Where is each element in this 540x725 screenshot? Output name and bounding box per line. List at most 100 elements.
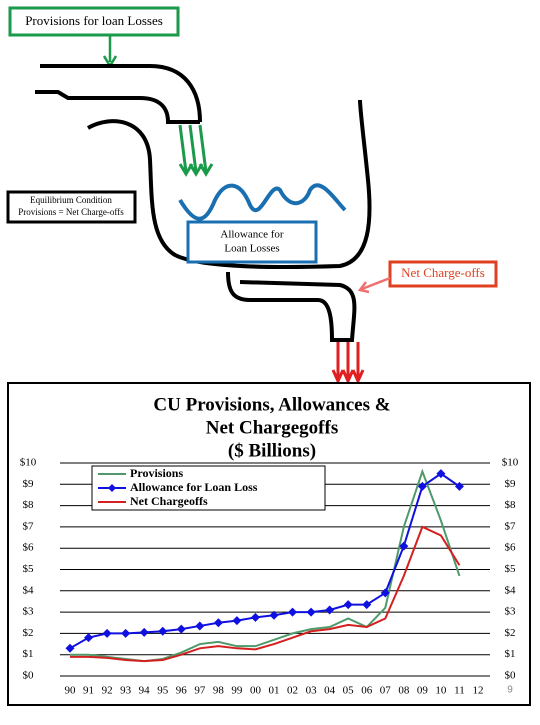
x-tick-label: 95 bbox=[157, 685, 169, 697]
point-marker bbox=[288, 607, 298, 617]
point-marker bbox=[121, 628, 131, 638]
chart-frame bbox=[7, 382, 531, 706]
y2-tick-label: $3 bbox=[505, 606, 517, 618]
drain bbox=[226, 271, 357, 342]
point-marker bbox=[325, 605, 335, 615]
y2-tick-label: $2 bbox=[505, 627, 516, 639]
point-marker bbox=[158, 626, 168, 636]
y-tick-label: $6 bbox=[23, 542, 35, 554]
charge-offs-label: Net Charge-offs bbox=[401, 265, 485, 280]
y2-tick-label: $8 bbox=[505, 499, 517, 511]
y2-tick-label: $1 bbox=[505, 648, 516, 660]
chart-title: ($ Billions) bbox=[228, 440, 316, 461]
point-marker bbox=[362, 600, 372, 610]
chart: CU Provisions, Allowances &Net Chargegof… bbox=[20, 394, 519, 696]
point-marker bbox=[380, 588, 390, 598]
series-line bbox=[70, 525, 461, 663]
point-marker bbox=[232, 616, 242, 626]
faucet bbox=[35, 90, 200, 124]
x-tick-label: 02 bbox=[287, 685, 298, 697]
legend-label: Allowance for Loan Loss bbox=[130, 480, 258, 494]
point-marker bbox=[306, 607, 316, 617]
y2-tick-label: $0 bbox=[505, 670, 517, 682]
legend-marker bbox=[108, 484, 116, 492]
x-tick-label: 06 bbox=[361, 685, 373, 697]
x-tick-label: 94 bbox=[139, 685, 151, 697]
x-tick-label: 93 bbox=[120, 685, 132, 697]
legend-label: Provisions bbox=[130, 466, 183, 480]
arrow bbox=[102, 36, 118, 69]
provisions-box bbox=[8, 6, 180, 37]
point-marker bbox=[436, 469, 446, 479]
point-marker bbox=[195, 621, 205, 631]
allowance-text: Loan Losses bbox=[224, 243, 279, 255]
chart-title: Net Chargegoffs bbox=[206, 417, 338, 438]
charge-offs-box bbox=[388, 260, 498, 288]
x-tick-label: 00 bbox=[250, 685, 262, 697]
legend-box bbox=[91, 465, 326, 511]
x-tick-label: 10 bbox=[435, 685, 447, 697]
tub bbox=[86, 99, 372, 269]
point-marker bbox=[454, 481, 464, 491]
x-tick-label: 08 bbox=[398, 685, 410, 697]
x-tick-label: 05 bbox=[343, 685, 355, 697]
x-tick-label: 09 bbox=[417, 685, 429, 697]
allowance-text: Allowance for bbox=[220, 229, 284, 241]
x-tick-label: 07 bbox=[380, 685, 392, 697]
point-marker bbox=[213, 618, 223, 628]
allowance-box bbox=[186, 220, 318, 264]
y-tick-label: $2 bbox=[23, 627, 34, 639]
y-tick-label: $5 bbox=[23, 563, 35, 575]
equilibrium-text: Provisions = Net Charge-offs bbox=[18, 207, 124, 217]
y2-tick-label: $7 bbox=[505, 520, 517, 532]
point-marker bbox=[399, 541, 409, 551]
y-tick-label: $0 bbox=[23, 670, 35, 682]
x-tick-label: 01 bbox=[269, 685, 280, 697]
y2-tick-label: $5 bbox=[505, 563, 517, 575]
y-tick-label: $9 bbox=[23, 478, 35, 490]
page-number: 9 bbox=[507, 685, 513, 696]
y-tick-label: $3 bbox=[23, 606, 35, 618]
x-tick-label: 03 bbox=[306, 685, 318, 697]
arrows bbox=[331, 342, 365, 385]
y2-tick-label: $9 bbox=[505, 478, 517, 490]
x-tick-label: 90 bbox=[65, 685, 77, 697]
point-marker bbox=[65, 643, 75, 653]
x-tick-label: 98 bbox=[213, 685, 225, 697]
x-tick-label: 12 bbox=[473, 685, 484, 697]
point-marker bbox=[176, 624, 186, 634]
point-marker bbox=[417, 481, 427, 491]
point-marker bbox=[343, 600, 353, 610]
faucet bbox=[40, 64, 202, 123]
y2-tick-label: $6 bbox=[505, 542, 517, 554]
provisions-label: Provisions for loan Losses bbox=[25, 13, 163, 28]
point-marker bbox=[250, 612, 260, 622]
arrow bbox=[357, 276, 391, 294]
x-tick-label: 91 bbox=[83, 685, 94, 697]
x-tick-label: 99 bbox=[231, 685, 243, 697]
point-marker bbox=[269, 610, 279, 620]
y-tick-label: $7 bbox=[23, 520, 35, 532]
x-tick-label: 97 bbox=[194, 685, 206, 697]
x-tick-label: 96 bbox=[176, 685, 188, 697]
y-tick-label: $4 bbox=[23, 584, 35, 596]
y2-tick-label: $10 bbox=[502, 457, 519, 469]
equilibrium-text: Equilibrium Condition bbox=[30, 195, 112, 205]
point-marker bbox=[102, 628, 112, 638]
y-tick-label: $1 bbox=[23, 648, 34, 660]
chart-title: CU Provisions, Allowances & bbox=[153, 394, 390, 415]
legend-label: Net Chargeoffs bbox=[130, 494, 208, 508]
point-marker bbox=[84, 633, 94, 643]
x-tick-label: 92 bbox=[102, 685, 113, 697]
point-marker bbox=[139, 627, 149, 637]
arrows bbox=[178, 124, 214, 177]
x-tick-label: 04 bbox=[324, 685, 336, 697]
x-tick-label: 11 bbox=[454, 685, 465, 697]
equilibrium-box bbox=[6, 190, 137, 224]
y-tick-label: $8 bbox=[23, 499, 35, 511]
water bbox=[178, 183, 347, 221]
y-tick-label: $10 bbox=[20, 457, 37, 469]
series-line bbox=[69, 472, 461, 650]
y2-tick-label: $4 bbox=[505, 584, 517, 596]
